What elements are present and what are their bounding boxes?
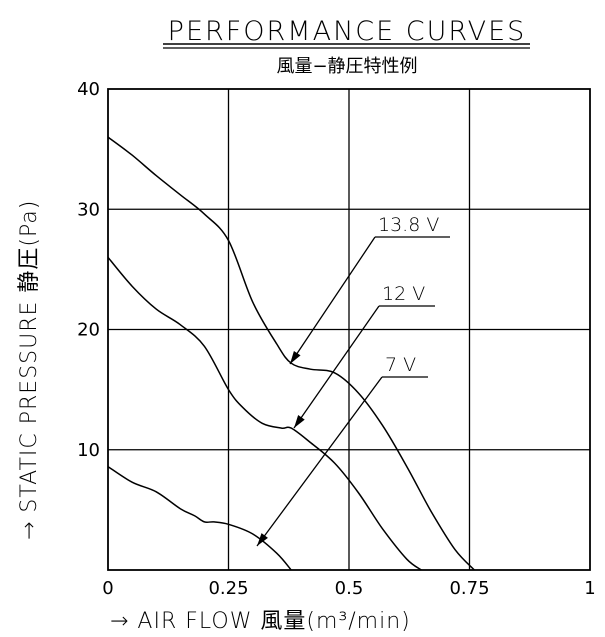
annotation-arrowhead	[290, 350, 301, 364]
curve-annotations: 13.8 V 12 V 7 V	[256, 214, 450, 547]
series-lines	[107, 136, 475, 571]
y-axis-label: → STATIC PRESSURE 静圧(Pa)	[17, 200, 42, 540]
y-tick-label: 30	[77, 199, 100, 220]
x-tick-label: 0	[102, 578, 113, 599]
tick-labels: 0 0.25 0.5 0.75 1 10 20 30 40	[77, 79, 596, 599]
x-tick-label: 0.75	[449, 578, 489, 599]
annotation-label: 13.8 V	[378, 214, 439, 236]
annotation-leader	[256, 376, 383, 547]
annotation-label: 7 V	[385, 354, 416, 376]
series-line	[107, 136, 475, 571]
grid	[107, 88, 591, 571]
x-tick-label: 0.5	[335, 578, 364, 599]
y-tick-label: 20	[77, 320, 100, 341]
annotation-arrowhead	[257, 533, 268, 546]
annotation-label: 12 V	[382, 283, 425, 305]
y-tick-label: 10	[77, 440, 100, 461]
y-tick-label: 40	[77, 79, 100, 100]
x-tick-label: 0.25	[208, 578, 248, 599]
chart-subtitle: 風量−静圧特性例	[276, 56, 417, 77]
annotation-leader	[293, 305, 380, 429]
series-line	[107, 465, 292, 571]
x-axis-label: → AIR FLOW 風量(m³/min)	[110, 609, 411, 634]
annotation-leader	[289, 236, 376, 365]
annotation-arrowhead	[294, 415, 305, 428]
series-line	[107, 256, 422, 571]
chart-title: PERFORMANCE CURVES	[168, 16, 527, 47]
x-tick-label: 1	[584, 578, 595, 599]
